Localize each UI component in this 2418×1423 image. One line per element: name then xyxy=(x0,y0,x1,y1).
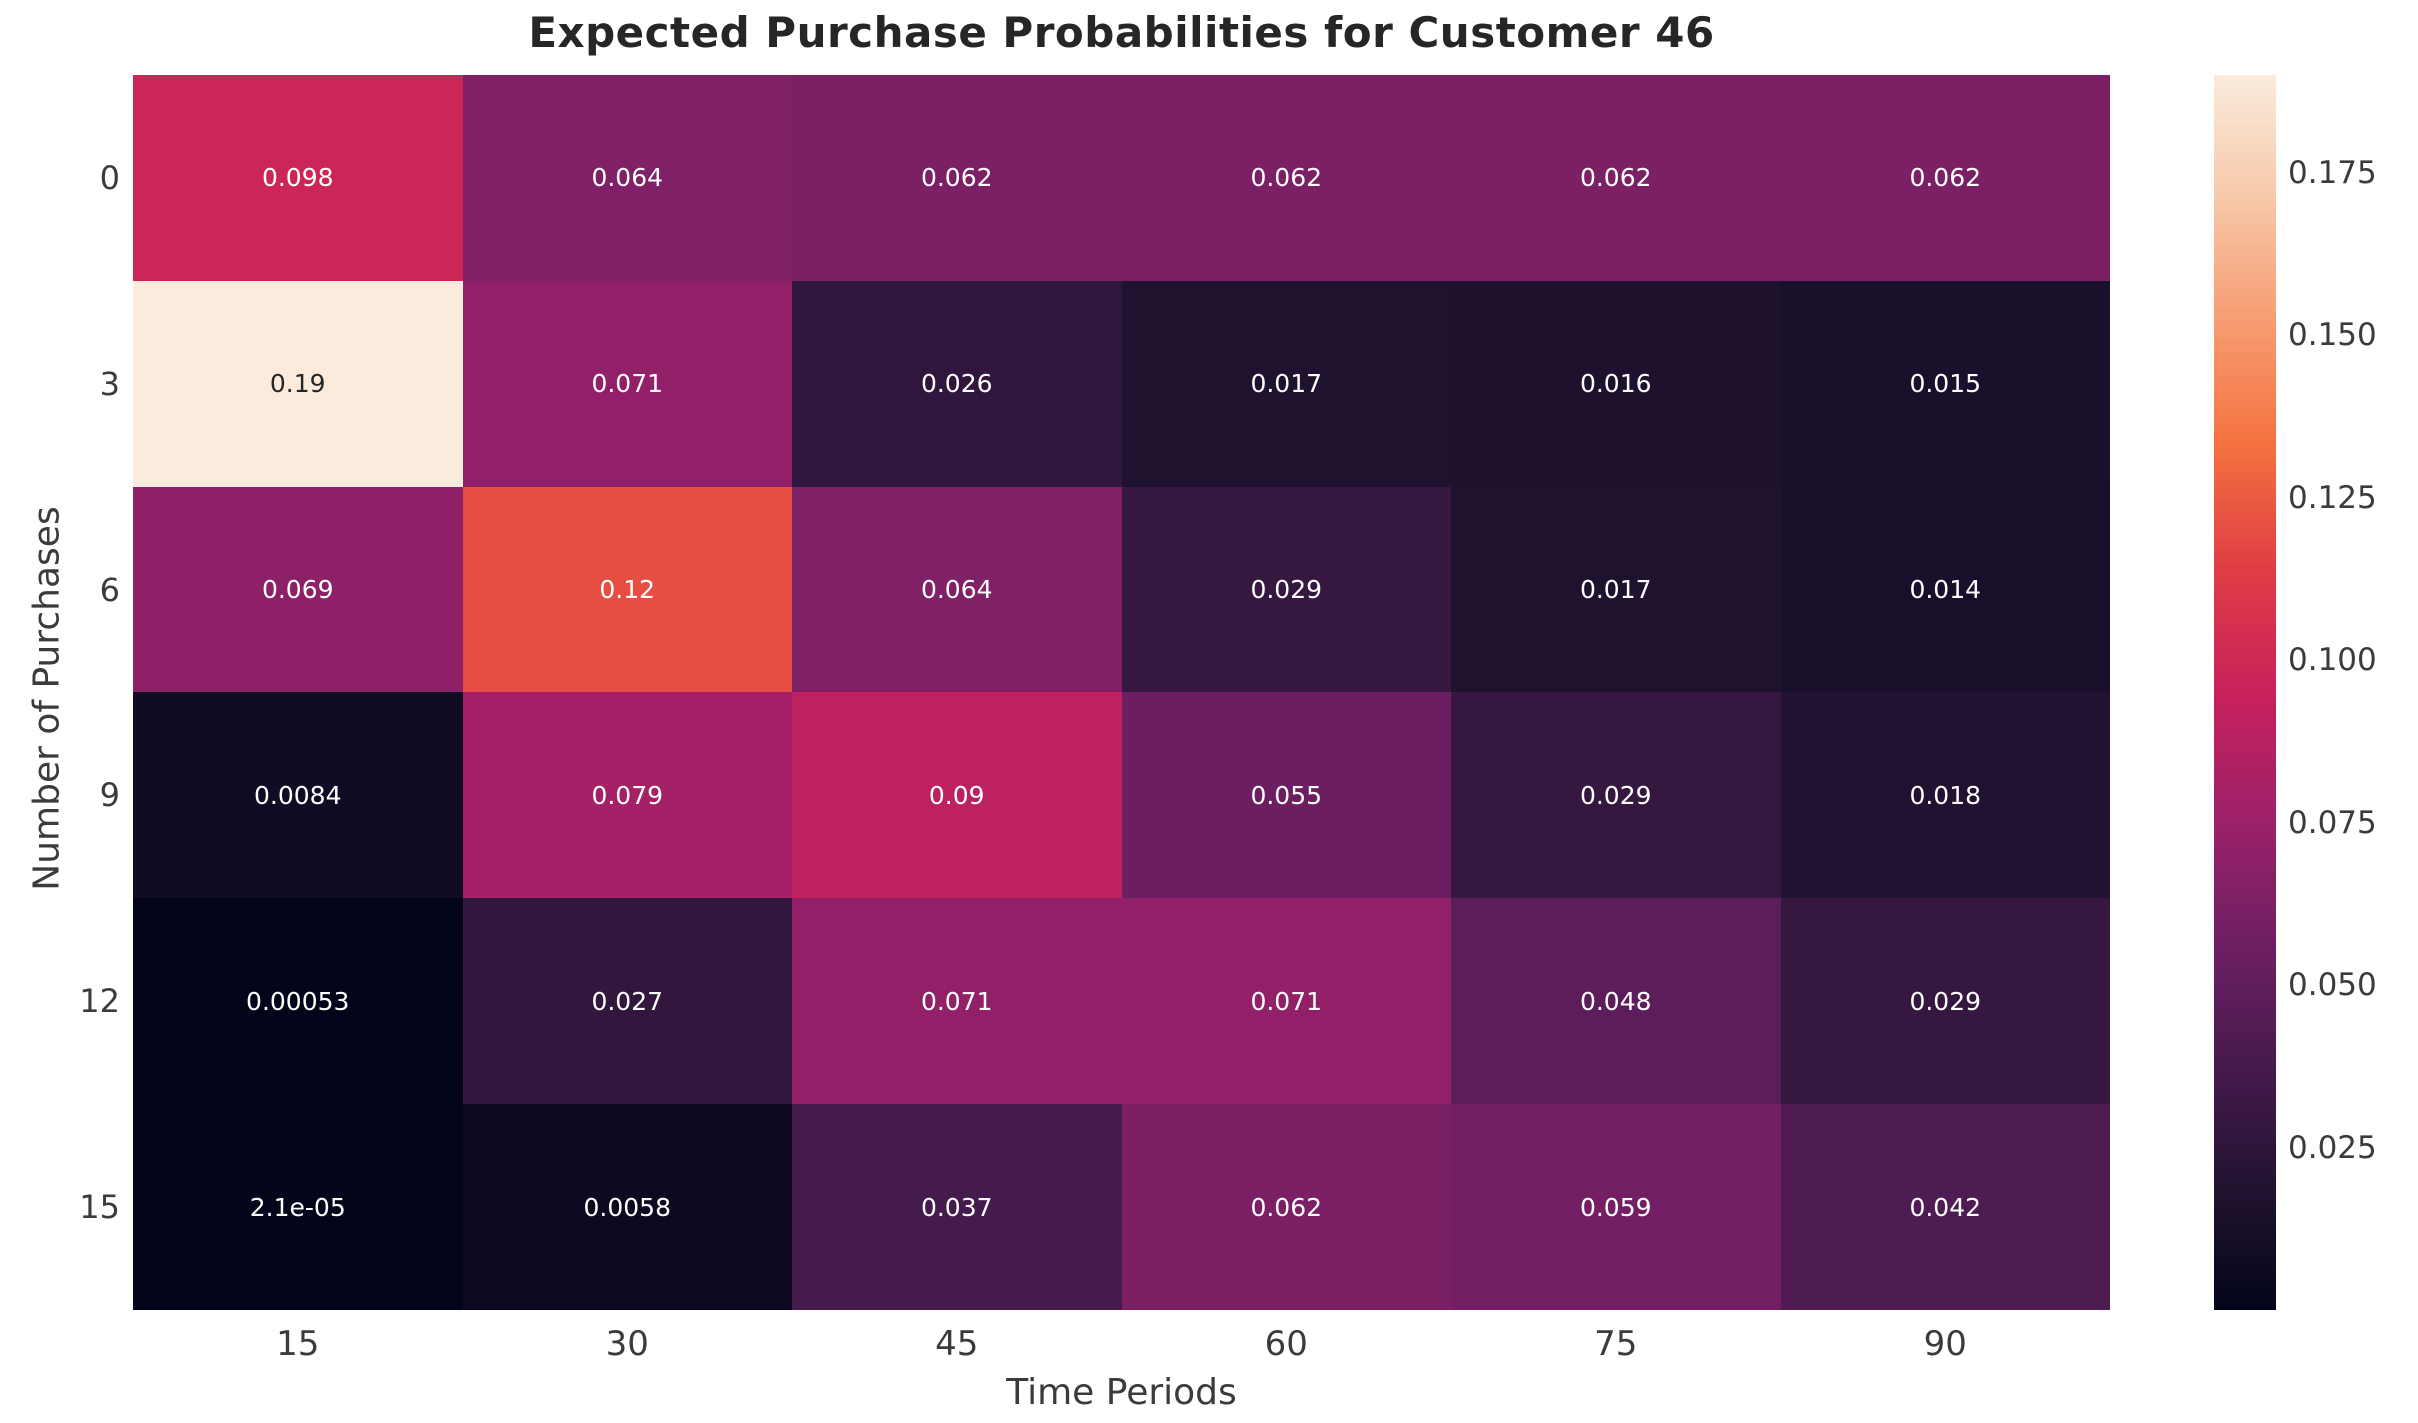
heatmap-cell: 0.059 xyxy=(1451,1104,1781,1310)
cell-value: 0.0084 xyxy=(254,780,342,810)
heatmap-cell: 0.19 xyxy=(133,280,463,487)
cell-value: 0.062 xyxy=(1579,163,1652,193)
heatmap-cell: 0.098 xyxy=(133,75,463,281)
cell-value: 0.079 xyxy=(591,780,664,810)
heatmap-cell: 0.062 xyxy=(1121,1104,1451,1310)
heatmap-cell: 2.1e-05 xyxy=(133,1104,463,1310)
cell-value: 0.069 xyxy=(261,575,334,605)
colorbar-tick-label: 0.150 xyxy=(2288,317,2377,354)
x-tick-label: 45 xyxy=(935,1324,979,1364)
heatmap-cell: 0.0058 xyxy=(462,1104,792,1310)
cell-value: 0.027 xyxy=(591,986,664,1016)
cell-value: 0.029 xyxy=(1579,780,1652,810)
cell-value: 0.037 xyxy=(920,1192,993,1222)
cell-value: 0.19 xyxy=(269,369,326,399)
cell-value: 0.00053 xyxy=(246,986,350,1016)
heatmap-cell: 0.026 xyxy=(792,280,1122,487)
heatmap-cell: 0.015 xyxy=(1780,280,2110,487)
colorbar-tick-label: 0.100 xyxy=(2288,642,2377,679)
y-tick-label: 0 xyxy=(99,158,120,197)
heatmap-cell: 0.071 xyxy=(462,280,792,487)
cell-value: 0.062 xyxy=(1250,1192,1323,1222)
x-tick-label: 60 xyxy=(1264,1324,1308,1364)
heatmap-cell: 0.018 xyxy=(1780,692,2110,899)
heatmap-cell: 0.016 xyxy=(1451,280,1781,487)
cell-value: 0.059 xyxy=(1579,1192,1652,1222)
heatmap-cell: 0.064 xyxy=(462,75,792,281)
heatmap-cell: 0.0084 xyxy=(133,692,463,899)
heatmap-cell: 0.09 xyxy=(792,692,1122,899)
heatmap-cell: 0.014 xyxy=(1780,486,2110,693)
heatmap-cell: 0.079 xyxy=(462,692,792,899)
heatmap-cell: 0.029 xyxy=(1451,692,1781,899)
heatmap-cell: 0.017 xyxy=(1121,280,1451,487)
cell-value: 2.1e-05 xyxy=(249,1192,346,1222)
x-tick-label: 75 xyxy=(1594,1324,1638,1364)
cell-value: 0.064 xyxy=(591,163,664,193)
cell-value: 0.017 xyxy=(1250,369,1323,399)
cell-value: 0.029 xyxy=(1909,986,1982,1016)
cell-value: 0.062 xyxy=(1250,163,1323,193)
y-tick-label: 3 xyxy=(99,364,120,403)
y-tick-label: 12 xyxy=(79,982,120,1021)
colorbar-tick-label: 0.025 xyxy=(2288,1129,2377,1166)
chart-title: Expected Purchase Probabilities for Cust… xyxy=(528,8,1715,57)
cell-value: 0.098 xyxy=(261,163,334,193)
y-tick-label: 9 xyxy=(99,776,120,815)
y-tick-label: 6 xyxy=(99,570,120,609)
cell-value: 0.062 xyxy=(920,163,993,193)
cell-value: 0.071 xyxy=(591,369,664,399)
cell-value: 0.018 xyxy=(1909,780,1982,810)
cell-value: 0.071 xyxy=(920,986,993,1016)
x-axis-label: Time Periods xyxy=(1006,1372,1237,1413)
cell-value: 0.042 xyxy=(1909,1192,1982,1222)
cell-value: 0.015 xyxy=(1909,369,1982,399)
heatmap-cell: 0.029 xyxy=(1121,486,1451,693)
cell-value: 0.09 xyxy=(928,780,985,810)
colorbar-tick-label: 0.125 xyxy=(2288,479,2377,516)
heatmap-cell: 0.062 xyxy=(1121,75,1451,281)
cell-value: 0.026 xyxy=(920,369,993,399)
heatmap-cell: 0.042 xyxy=(1780,1104,2110,1310)
heatmap-cell: 0.037 xyxy=(792,1104,1122,1310)
heatmap-cell: 0.062 xyxy=(792,75,1122,281)
y-axis-label: Number of Purchases xyxy=(26,506,68,891)
heatmap-cell: 0.071 xyxy=(1121,898,1451,1105)
heatmap-cell: 0.12 xyxy=(462,486,792,693)
cell-value: 0.062 xyxy=(1909,163,1982,193)
heatmap-cell: 0.062 xyxy=(1451,75,1781,281)
heatmap-grid: 0.098 0.064 0.062 0.062 0.062 0.062 0.19 0.071 0… xyxy=(133,75,2110,1310)
y-tick-label: 15 xyxy=(79,1188,120,1227)
colorbar xyxy=(2214,75,2276,1310)
cell-value: 0.014 xyxy=(1909,575,1982,605)
colorbar-tick-label: 0.050 xyxy=(2288,967,2377,1004)
heatmap-cell: 0.069 xyxy=(133,486,463,693)
heatmap-cell: 0.029 xyxy=(1780,898,2110,1105)
cell-value: 0.064 xyxy=(920,575,993,605)
colorbar-tick-label: 0.175 xyxy=(2288,154,2377,191)
heatmap-cell: 0.055 xyxy=(1121,692,1451,899)
heatmap-cell: 0.064 xyxy=(792,486,1122,693)
cell-value: 0.016 xyxy=(1579,369,1652,399)
colorbar-tick-label: 0.075 xyxy=(2288,804,2377,841)
heatmap-cell: 0.017 xyxy=(1451,486,1781,693)
heatmap-cell: 0.00053 xyxy=(133,898,463,1105)
cell-value: 0.029 xyxy=(1250,575,1323,605)
heatmap-cell: 0.062 xyxy=(1780,75,2110,281)
heatmap-cell: 0.048 xyxy=(1451,898,1781,1105)
cell-value: 0.055 xyxy=(1250,780,1323,810)
cell-value: 0.048 xyxy=(1579,986,1652,1016)
cell-value: 0.071 xyxy=(1250,986,1323,1016)
x-tick-label: 30 xyxy=(605,1324,649,1364)
heatmap-cell: 0.071 xyxy=(792,898,1122,1105)
heatmap-cell: 0.027 xyxy=(462,898,792,1105)
cell-value: 0.12 xyxy=(599,575,656,605)
x-tick-label: 15 xyxy=(276,1324,320,1364)
cell-value: 0.017 xyxy=(1579,575,1652,605)
cell-value: 0.0058 xyxy=(583,1192,671,1222)
x-tick-label: 90 xyxy=(1923,1324,1967,1364)
